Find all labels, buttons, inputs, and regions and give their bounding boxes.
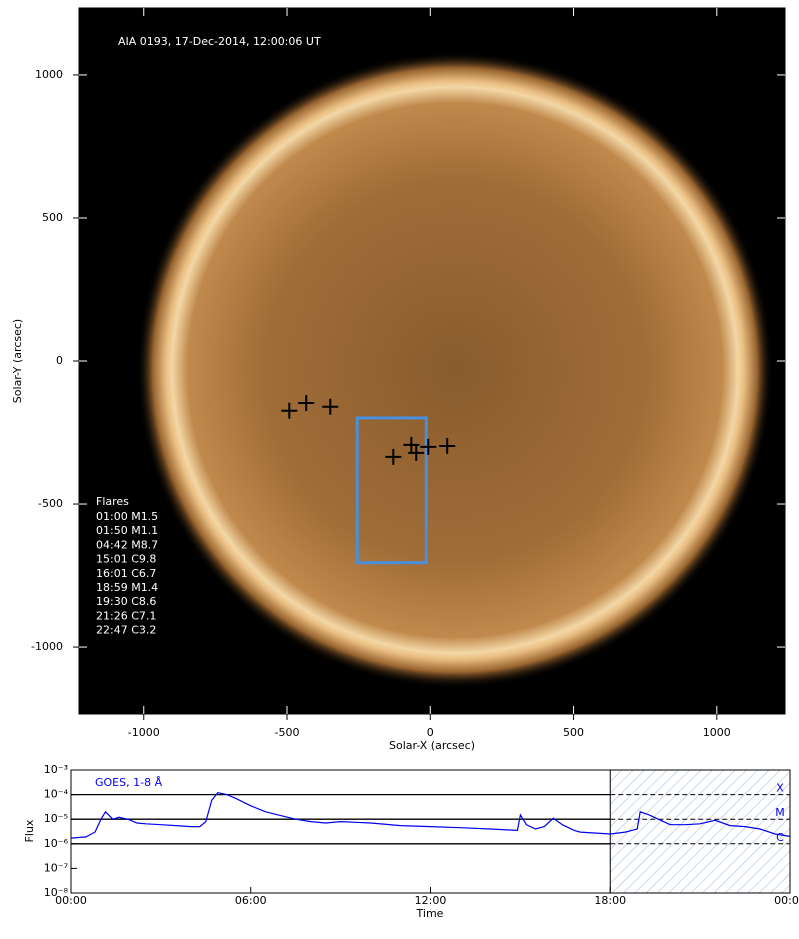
x-tick-label: -500 — [275, 726, 300, 739]
flare-entry: 21:26 C7.1 — [96, 609, 156, 622]
y-tick-label: 10⁻⁷ — [44, 861, 68, 874]
y-axis-label: Flux — [23, 819, 36, 842]
level-label: M — [775, 806, 785, 819]
solar-disc — [137, 52, 773, 688]
image-title: AIA 0193, 17-Dec-2014, 12:00:06 UT — [118, 35, 321, 48]
flare-entry: 16:01 C6.7 — [96, 567, 156, 580]
region-box — [355, 416, 428, 565]
flare-marker — [322, 398, 339, 415]
flare-entry: 22:47 C3.2 — [96, 624, 156, 637]
flare-marker — [403, 436, 420, 453]
y-tick-label: -500 — [38, 497, 63, 510]
y-axis-label: Solar-Y (arcsec) — [11, 319, 24, 403]
plot-frame — [70, 769, 791, 894]
flare-marker — [298, 395, 315, 412]
x-tick-label: 12:00 — [415, 894, 447, 907]
x-tick-label: 00:00 — [55, 894, 87, 907]
flare-entry: 18:59 M1.4 — [96, 581, 158, 594]
x-axis-label: Time — [416, 907, 444, 920]
y-tick-label: 10⁻⁶ — [44, 837, 69, 850]
y-tick-label: 10⁻⁸ — [44, 886, 69, 899]
flare-marker — [385, 448, 402, 465]
x-tick-label: 06:00 — [235, 894, 267, 907]
shaded-region — [609, 769, 791, 894]
flare-entry: 19:30 C8.6 — [96, 595, 156, 608]
flare-entry: 15:01 C9.8 — [96, 553, 156, 566]
x-tick-label: 0 — [427, 726, 434, 739]
flare-marker — [408, 444, 425, 461]
x-tick-label: 1000 — [703, 726, 731, 739]
x-tick-label: 18:00 — [594, 894, 626, 907]
y-tick-label: -1000 — [31, 640, 63, 653]
flare-marker — [281, 402, 298, 419]
goes-label: GOES, 1-8 Å — [95, 776, 163, 789]
x-tick-label: 500 — [563, 726, 584, 739]
y-tick-label: 10⁻⁴ — [44, 788, 69, 801]
flare-marker — [439, 437, 456, 454]
y-tick-label: 10⁻³ — [44, 763, 68, 776]
flare-marker — [420, 438, 437, 455]
x-axis-label: Solar-X (arcsec) — [389, 739, 475, 752]
flare-entry: 01:00 M1.5 — [96, 510, 158, 523]
y-tick-label: 500 — [42, 211, 63, 224]
y-tick-label: 1000 — [35, 68, 63, 81]
level-label: C — [776, 831, 784, 844]
flare-entry: 04:42 M8.7 — [96, 538, 158, 551]
x-tick-label: 00:00 — [774, 894, 799, 907]
level-label: X — [776, 782, 784, 795]
x-tick-label: -1000 — [128, 726, 160, 739]
y-tick-label: 10⁻⁵ — [44, 812, 68, 825]
flux-line — [70, 792, 791, 839]
flare-entry: 01:50 M1.1 — [96, 524, 158, 537]
y-tick-label: 0 — [56, 354, 63, 367]
flares-title: Flares — [96, 495, 129, 508]
